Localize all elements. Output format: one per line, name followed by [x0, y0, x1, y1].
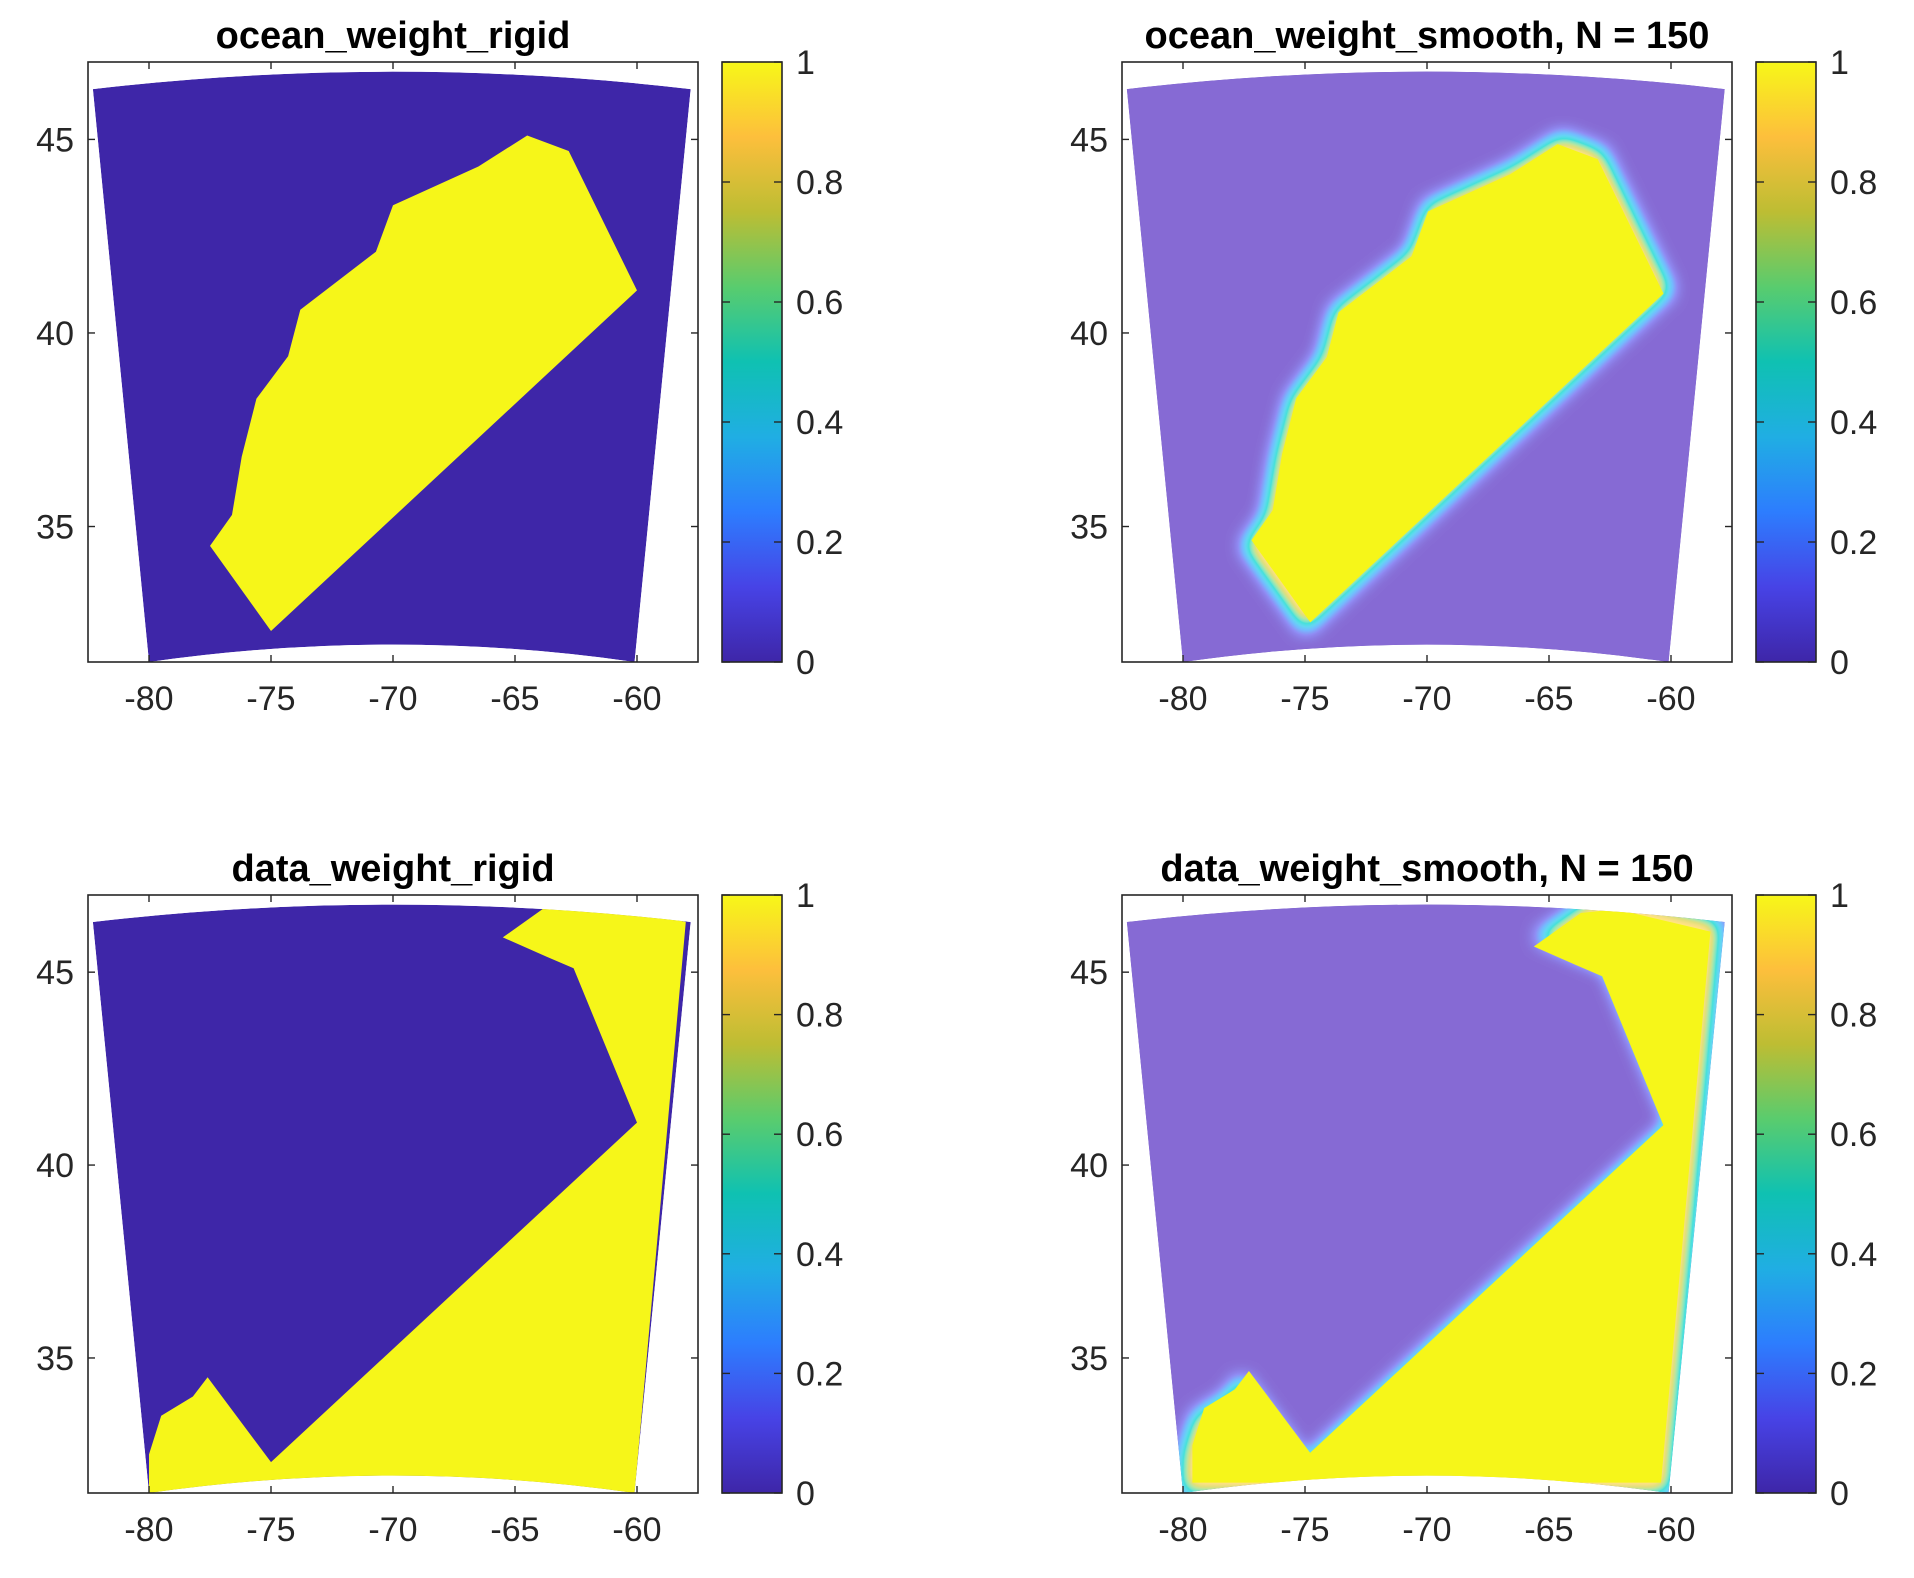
panel-bottom-left: -80 -75 -70 -65 -60 45 40 35 data_weight_rigid 1 0…	[36, 848, 843, 1549]
colorbar-tick-label: 0.6	[1830, 284, 1877, 322]
panel-top-right: -80 -75 -70 -65 -60 45 40 35 ocean_weight_smooth…	[1070, 15, 1877, 718]
colorbar	[1755, 894, 1817, 1494]
map-field	[92, 71, 691, 662]
colorbar-tick-label: 0.8	[1830, 997, 1877, 1035]
panel-top-left: -80 -75 -70 -65 -60 45 40 35 ocean_weight_rigid 1…	[36, 15, 843, 718]
x-tick-label: -80	[124, 1511, 173, 1549]
x-tick-label: -65	[490, 680, 539, 718]
colorbar-tick-label: 0.6	[1830, 1116, 1877, 1154]
colorbar-tick-label: 0	[1830, 1475, 1849, 1513]
x-tick-label: -75	[246, 1511, 295, 1549]
x-tick-label: -60	[1646, 1511, 1695, 1549]
y-tick-label: 35	[36, 1340, 74, 1378]
x-tick-label: -70	[368, 680, 417, 718]
colorbar-tick-label: 0.4	[1830, 404, 1877, 442]
weight-region-core	[1192, 909, 1711, 1483]
colorbar	[721, 894, 783, 1494]
colorbar-tick-label: 0.8	[796, 997, 843, 1035]
x-tick-label: -65	[1524, 680, 1573, 718]
panel-title: ocean_weight_smooth, N = 150	[1145, 15, 1710, 57]
panel-title: data_weight_rigid	[231, 848, 554, 890]
y-tick-label: 45	[36, 121, 74, 159]
map-field	[1126, 71, 1725, 662]
colorbar-tick-label: 0.8	[1830, 164, 1877, 202]
weight-region-core	[1251, 144, 1664, 623]
y-tick-label: 40	[36, 315, 74, 353]
colorbar-tick-label: 1	[1830, 877, 1849, 915]
x-tick-label: -80	[124, 680, 173, 718]
colorbar-tick-label: 1	[1830, 44, 1849, 82]
x-tick-label: -70	[1402, 1511, 1451, 1549]
colorbar-tick-label: 0.2	[796, 1355, 843, 1393]
x-tick-label: -65	[1524, 1511, 1573, 1549]
x-tick-label: -60	[612, 1511, 661, 1549]
x-tick-label: -65	[490, 1511, 539, 1549]
map-field	[1126, 904, 1725, 1493]
x-tick-label: -60	[612, 680, 661, 718]
colorbar-tick-label: 0.4	[796, 404, 843, 442]
x-tick-label: -80	[1158, 1511, 1207, 1549]
panel-title: ocean_weight_rigid	[216, 15, 571, 57]
weight-region	[210, 135, 637, 631]
x-tick-label: -75	[246, 680, 295, 718]
x-tick-label: -60	[1646, 680, 1695, 718]
y-tick-label: 35	[1070, 509, 1108, 547]
y-tick-label: 45	[1070, 121, 1108, 159]
colorbar	[1755, 61, 1817, 663]
colorbar-tick-label: 0.2	[796, 524, 843, 562]
y-tick-label: 40	[36, 1147, 74, 1185]
y-tick-label: 40	[1070, 1147, 1108, 1185]
x-tick-label: -75	[1280, 680, 1329, 718]
colorbar-tick-label: 0	[1830, 644, 1849, 682]
y-tick-label: 45	[36, 954, 74, 992]
map-field	[92, 904, 691, 1493]
y-tick-label: 35	[1070, 1340, 1108, 1378]
colorbar-tick-label: 0.4	[796, 1236, 843, 1274]
colorbar-tick-label: 0.6	[796, 284, 843, 322]
colorbar-tick-label: 0.2	[1830, 1355, 1877, 1393]
colorbar-tick-label: 0.6	[796, 1116, 843, 1154]
colorbar-tick-label: 1	[796, 44, 815, 82]
x-tick-label: -70	[1402, 680, 1451, 718]
y-tick-label: 40	[1070, 315, 1108, 353]
panel-title: data_weight_smooth, N = 150	[1160, 848, 1693, 890]
colorbar-tick-label: 0.2	[1830, 524, 1877, 562]
x-tick-label: -70	[368, 1511, 417, 1549]
y-tick-label: 45	[1070, 954, 1108, 992]
colorbar-tick-label: 0.4	[1830, 1236, 1877, 1274]
colorbar-tick-label: 0	[796, 644, 815, 682]
x-tick-label: -80	[1158, 680, 1207, 718]
colorbar-tick-label: 0.8	[796, 164, 843, 202]
panel-bottom-right: -80 -75 -70 -65 -60 45 40 35 data_weight_smooth,…	[1070, 848, 1877, 1549]
colorbar	[721, 61, 783, 663]
colorbar-tick-label: 1	[796, 877, 815, 915]
colorbar-tick-label: 0	[796, 1475, 815, 1513]
y-tick-label: 35	[36, 509, 74, 547]
x-tick-label: -75	[1280, 1511, 1329, 1549]
weight-region	[149, 904, 686, 1493]
